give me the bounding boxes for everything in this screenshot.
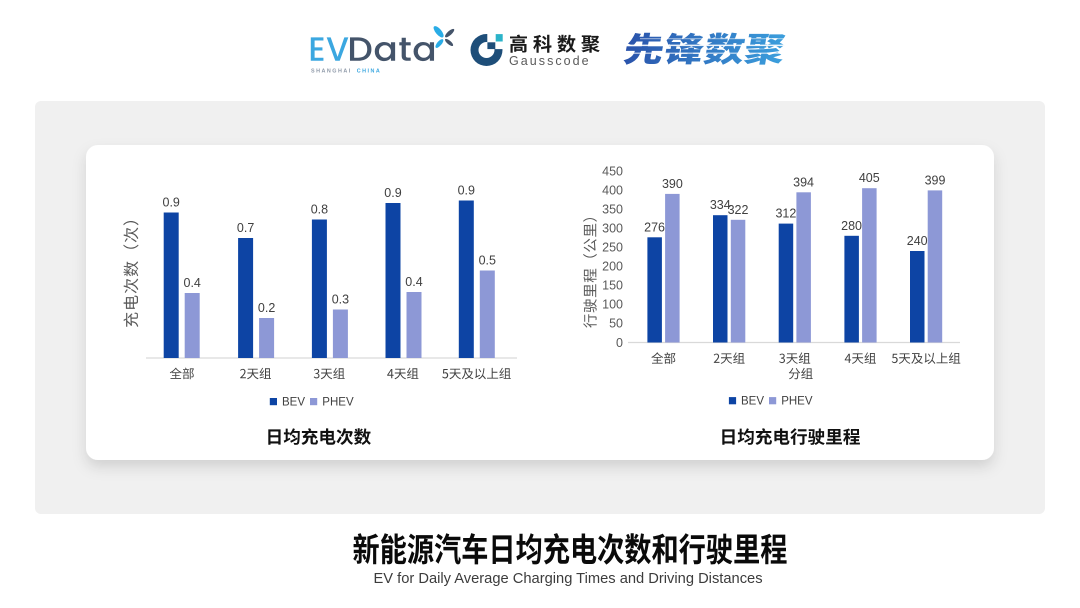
svg-text:BEV: BEV [282,396,305,408]
svg-text:334: 334 [710,198,731,212]
svg-text:0.8: 0.8 [311,203,328,217]
svg-text:0: 0 [616,336,623,350]
svg-text:150: 150 [602,279,623,293]
svg-text:50: 50 [609,317,623,331]
svg-text:280: 280 [841,219,862,233]
svg-text:CHINA: CHINA [357,69,382,75]
svg-text:322: 322 [728,203,749,217]
svg-text:SHANGHAI: SHANGHAI [311,69,352,75]
svg-text:399: 399 [925,173,946,187]
svg-text:PHEV: PHEV [322,396,354,408]
svg-text:EV for Daily Average Charging: EV for Daily Average Charging Times and … [373,571,762,587]
svg-text:250: 250 [602,241,623,255]
svg-text:0.9: 0.9 [458,184,475,198]
svg-text:0.4: 0.4 [405,275,422,289]
svg-text:0.3: 0.3 [332,293,349,307]
svg-text:394: 394 [793,175,814,189]
svg-text:0.9: 0.9 [163,196,180,210]
svg-text:390: 390 [662,177,683,191]
svg-text:300: 300 [602,222,623,236]
svg-text:312: 312 [775,207,796,221]
svg-text:BEV: BEV [741,395,764,407]
svg-text:100: 100 [602,298,623,312]
svg-text:0.5: 0.5 [479,254,496,268]
svg-text:405: 405 [859,171,880,185]
svg-text:400: 400 [602,183,623,197]
svg-text:0.7: 0.7 [237,221,254,235]
svg-text:240: 240 [907,234,928,248]
svg-text:350: 350 [602,202,623,216]
svg-text:276: 276 [644,220,665,234]
svg-text:PHEV: PHEV [781,395,813,407]
svg-text:0.2: 0.2 [258,301,275,315]
svg-text:0.4: 0.4 [184,276,201,290]
svg-text:200: 200 [602,260,623,274]
svg-text:450: 450 [602,164,623,178]
svg-text:Gausscode: Gausscode [509,54,591,68]
svg-text:0.9: 0.9 [384,186,401,200]
